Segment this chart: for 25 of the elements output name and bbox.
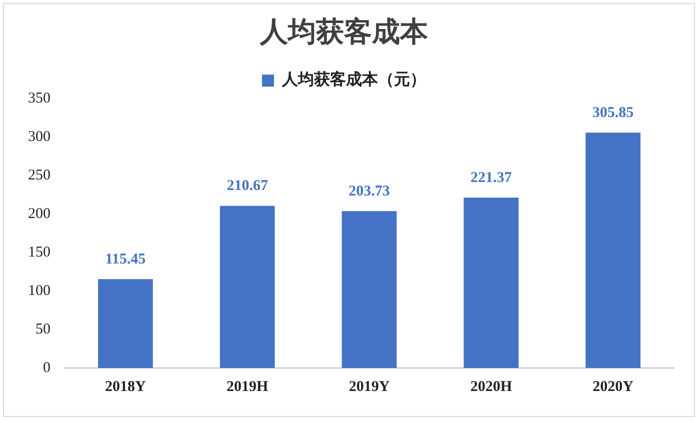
x-tick-label: 2020Y bbox=[592, 378, 634, 395]
y-tick-label: 350 bbox=[28, 90, 50, 107]
bar bbox=[464, 198, 519, 368]
y-tick-label: 150 bbox=[28, 244, 50, 260]
y-tick-label: 100 bbox=[28, 282, 50, 299]
data-label: 203.73 bbox=[348, 184, 390, 200]
data-label: 115.45 bbox=[105, 252, 146, 268]
x-tick-label: 2020H bbox=[470, 378, 512, 395]
bar bbox=[98, 279, 153, 368]
y-tick-label: 200 bbox=[28, 206, 50, 222]
x-tick-label: 2019Y bbox=[348, 378, 390, 395]
x-tick-label: 2019H bbox=[226, 378, 269, 395]
bar bbox=[220, 206, 275, 368]
chart-title: 人均获客成本 bbox=[259, 16, 429, 48]
bar bbox=[586, 132, 640, 368]
bar bbox=[342, 211, 397, 368]
data-label: 221.37 bbox=[470, 170, 512, 186]
y-tick-label: 250 bbox=[28, 168, 50, 184]
y-tick-label: 50 bbox=[36, 321, 50, 338]
y-tick-label: 0 bbox=[43, 360, 50, 376]
data-label: 210.67 bbox=[226, 178, 268, 194]
x-tick-label: 2018Y bbox=[105, 378, 146, 395]
y-tick-label: 300 bbox=[28, 129, 50, 146]
data-label: 305.85 bbox=[592, 104, 634, 121]
legend-label: 人均获客成本（元） bbox=[281, 70, 426, 89]
